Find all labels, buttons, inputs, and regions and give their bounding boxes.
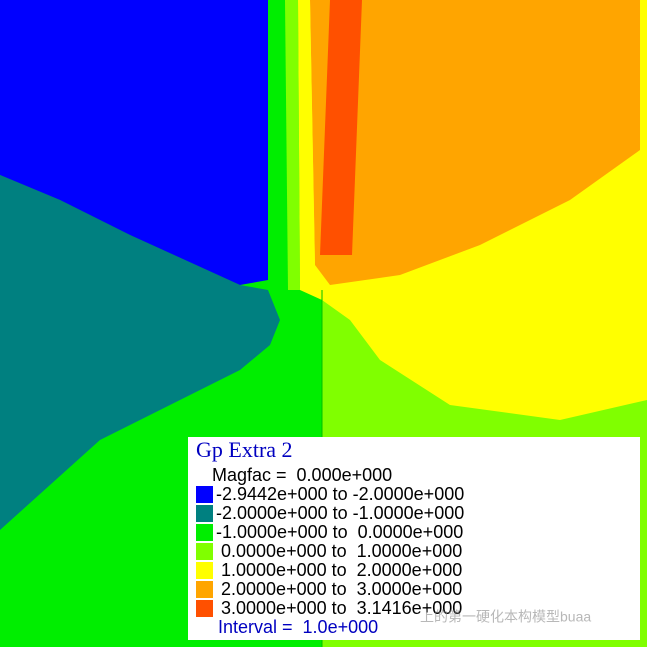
magfac: Magfac = 0.000e+000: [212, 465, 392, 485]
legend: Gp Extra 2 Magfac = 0.000e+000 -2.9442e+…: [188, 437, 640, 640]
legend-label: -2.9442e+000 to -2.0000e+000: [216, 484, 464, 504]
legend-label: 1.0000e+000 to 2.0000e+000: [216, 560, 462, 580]
legend-label: 0.0000e+000 to 1.0000e+000: [216, 541, 462, 561]
legend-swatch: [196, 505, 213, 522]
region-orange: [310, 0, 640, 285]
region-red: [320, 0, 362, 255]
watermark: 上的第一硬化本构模型buaa: [420, 609, 591, 625]
region-stripe-light-green: [285, 0, 300, 290]
legend-swatch: [196, 543, 213, 560]
legend-swatch: [196, 581, 213, 598]
legend-swatch: [196, 562, 213, 579]
region-teal: [0, 175, 280, 530]
legend-label: -1.0000e+000 to 0.0000e+000: [216, 522, 463, 542]
legend-label: 3.0000e+000 to 3.1416e+000: [216, 598, 462, 618]
region-blue: [0, 0, 268, 285]
legend-label: -2.0000e+000 to -1.0000e+000: [216, 503, 464, 523]
legend-swatch: [196, 486, 213, 503]
interval: Interval = 1.0e+000: [218, 617, 378, 637]
legend-title: Gp Extra 2: [196, 437, 293, 462]
legend-swatch: [196, 524, 213, 541]
legend-box: [188, 437, 640, 640]
legend-swatch: [196, 600, 213, 617]
region-stripe-yellow: [298, 0, 322, 290]
legend-label: 2.0000e+000 to 3.0000e+000: [216, 579, 462, 599]
legend-entries: -2.9442e+000 to -2.0000e+000-2.0000e+000…: [196, 484, 464, 618]
